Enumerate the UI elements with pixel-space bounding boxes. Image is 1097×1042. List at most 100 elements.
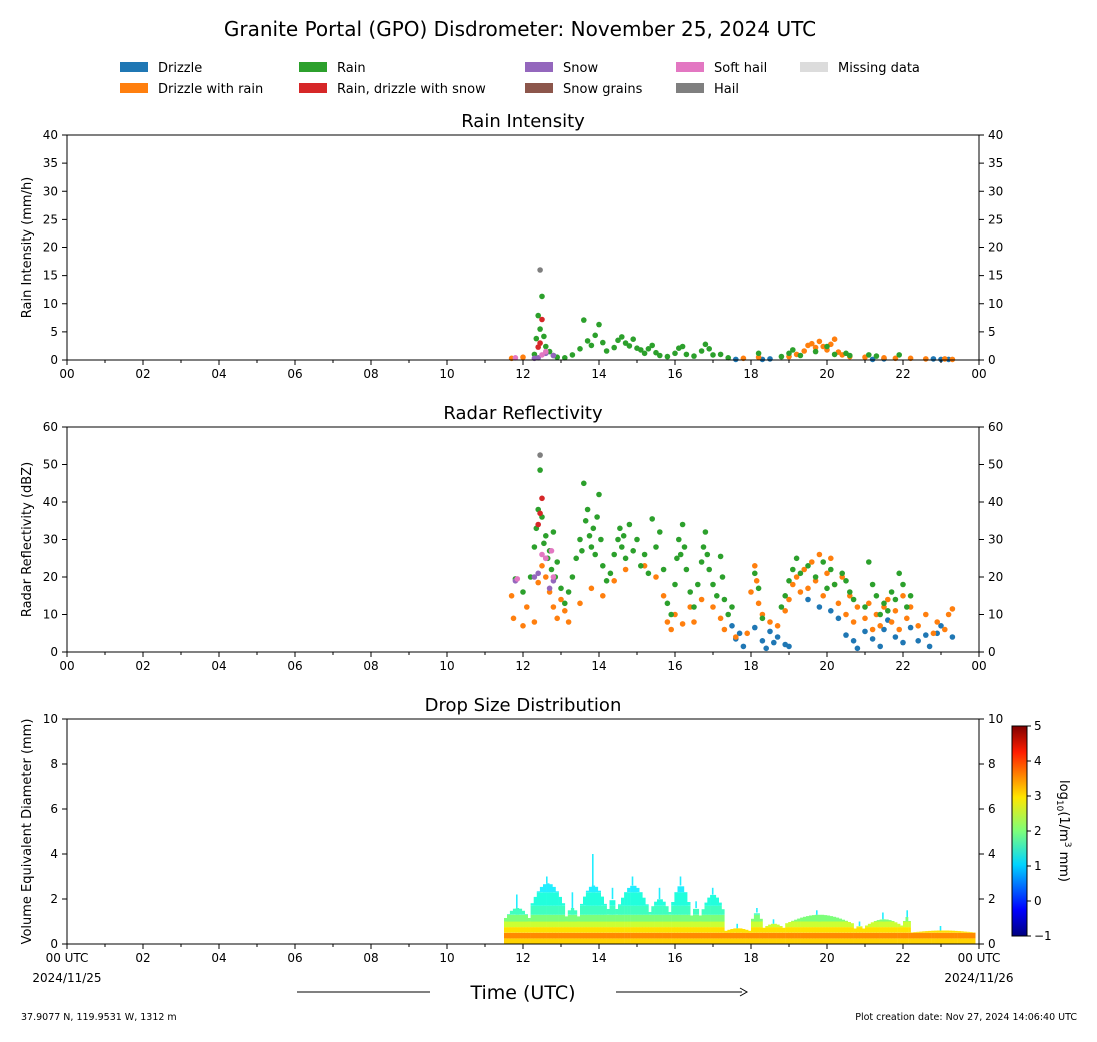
heatmap-cell: [642, 938, 646, 944]
data-point: [641, 350, 648, 357]
heatmap-cell: [552, 914, 556, 922]
heatmap-cell: [785, 938, 789, 944]
data-point: [790, 566, 796, 573]
heatmap-cell: [707, 914, 711, 922]
heatmap-cell: [713, 894, 717, 906]
heatmap-cell: [630, 921, 634, 928]
heatmap-cell: [527, 932, 531, 939]
heatmap-cell: [573, 921, 578, 928]
heatmap-cell: [636, 905, 640, 915]
heatmap-cell: [683, 921, 688, 928]
x-tick-label: 18: [743, 659, 758, 673]
heatmap-cell: [524, 938, 528, 944]
heatmap-cell: [745, 932, 749, 939]
heatmap-cell: [606, 909, 610, 915]
heatmap-cell: [536, 914, 541, 922]
heatmap-cell: [521, 927, 525, 933]
heatmap-cell: [765, 932, 769, 939]
heatmap-cell: [504, 921, 508, 928]
data-point: [949, 606, 956, 612]
heatmap-cell: [546, 927, 550, 933]
heatmap-cell: [905, 938, 909, 944]
data-point: [881, 355, 887, 361]
heatmap-cell: [659, 921, 663, 928]
heatmap-cell: [693, 908, 697, 915]
heatmap-cell: [724, 930, 728, 933]
data-point: [581, 317, 587, 323]
heatmap-cell: [891, 932, 895, 939]
heatmap-cell: [657, 927, 661, 933]
heatmap-cell: [812, 938, 816, 944]
heatmap-cell: [583, 896, 587, 906]
x-tick-label: 04: [211, 367, 226, 381]
heatmap-cell: [814, 932, 819, 939]
heatmap-cell: [882, 938, 886, 944]
heatmap-cell: [539, 932, 544, 939]
heatmap-cell: [657, 899, 661, 906]
heatmap-cell: [934, 932, 938, 939]
heatmap-cell: [715, 921, 719, 928]
x-tick-label: 06: [287, 367, 302, 381]
heatmap-cell: [645, 904, 649, 906]
heatmap-cell: [951, 932, 955, 939]
heatmap-cell: [524, 932, 528, 939]
heatmap-cell: [809, 921, 813, 928]
heatmap-cell: [662, 932, 666, 939]
heatmap-cell: [552, 886, 556, 893]
y-tick-label-right: 35: [988, 156, 1003, 170]
heatmap-cell: [908, 921, 911, 928]
data-point: [537, 267, 543, 273]
y-tick-label-right: 10: [988, 297, 1003, 311]
data-point: [797, 589, 804, 595]
heatmap-cell: [966, 938, 970, 944]
heatmap-cell: [756, 932, 760, 939]
heatmap-cell: [570, 914, 575, 922]
data-point: [885, 596, 891, 603]
data-point: [660, 566, 667, 573]
data-point: [702, 529, 709, 535]
data-point: [586, 533, 593, 539]
heatmap-cell: [627, 905, 631, 915]
heatmap-cell: [515, 938, 520, 944]
heatmap-cell: [654, 938, 658, 944]
heatmap-cell: [674, 932, 678, 939]
heatmap-cell: [564, 932, 569, 939]
heatmap-cell: [654, 901, 658, 906]
heatmap-cell: [530, 938, 534, 944]
heatmap-cell: [832, 932, 837, 939]
drop-size-title: Drop Size Distribution: [425, 695, 622, 716]
heatmap-cell: [710, 894, 714, 906]
heatmap-cell: [803, 921, 807, 928]
heatmap-cell: [536, 905, 541, 915]
heatmap-cell: [583, 905, 587, 915]
heatmap-cell: [677, 938, 681, 944]
data-point: [548, 548, 555, 554]
heatmap-cell: [922, 938, 926, 944]
heatmap-cell: [524, 914, 528, 922]
heatmap-cell: [648, 932, 652, 939]
data-point: [535, 521, 541, 528]
data-point: [847, 589, 853, 595]
heatmap-cell: [546, 883, 550, 893]
heatmap-cell: [642, 921, 646, 928]
heatmap-cell: [791, 921, 795, 928]
heatmap-cell: [615, 938, 619, 944]
heatmap-cell: [905, 921, 909, 928]
heatmap-cell: [838, 927, 842, 933]
heatmap-cell: [567, 927, 572, 933]
heatmap-cell: [859, 938, 863, 944]
heatmap-cell: [867, 932, 872, 939]
heatmap-cell: [671, 932, 675, 939]
data-point: [869, 581, 876, 588]
heatmap-cell: [910, 932, 914, 939]
data-point: [543, 555, 549, 562]
heatmap-cell: [879, 927, 883, 933]
heatmap-cell: [856, 938, 860, 944]
data-point: [539, 293, 545, 300]
heatmap-cell: [841, 938, 845, 944]
x-axis-label: Time (UTC): [469, 982, 575, 1004]
heatmap-cell: [618, 938, 622, 944]
heatmap-cell: [756, 908, 758, 913]
heatmap-cell: [945, 932, 949, 939]
heatmap-cell: [940, 930, 944, 933]
